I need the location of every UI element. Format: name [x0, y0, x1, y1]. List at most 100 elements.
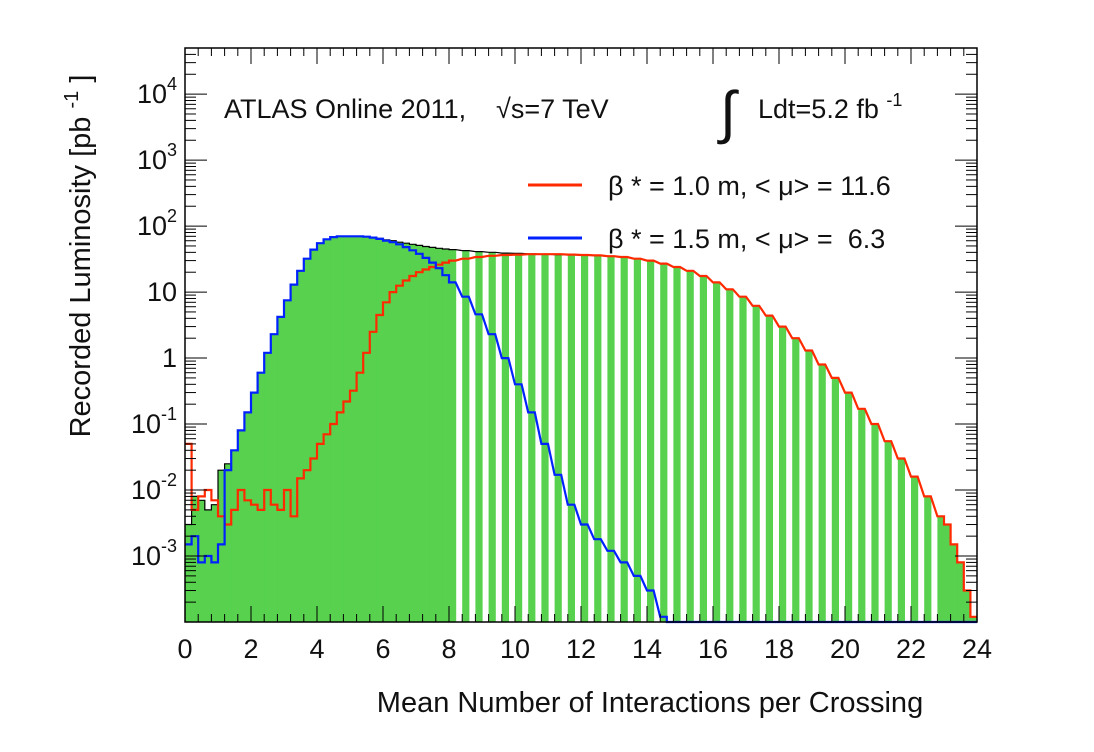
total-bin	[924, 496, 932, 622]
total-bin	[343, 236, 351, 623]
total-bin	[660, 263, 668, 622]
total-bin	[488, 252, 496, 623]
plot-frame	[184, 47, 978, 623]
legend-red-label: β * = 1.0 m, < μ> = 11.6	[608, 171, 891, 201]
total-bin	[237, 430, 245, 622]
total-bin	[270, 334, 278, 622]
x-tick-label: 16	[698, 634, 728, 664]
x-tick-labels: 0 2 4 6 8 10 12 14 16 18 20 22 24	[177, 634, 992, 664]
y-tick-label: 10-1	[131, 404, 177, 439]
total-bin	[224, 463, 232, 622]
y-axis-label-sup: -1	[61, 91, 83, 109]
annotation-sqrt: √s=7 TeV	[496, 94, 609, 124]
x-tick-label: 8	[441, 634, 456, 664]
total-bin	[805, 350, 813, 622]
x-tick-label: 22	[896, 634, 926, 664]
total-bin	[581, 255, 589, 622]
total-bin	[264, 352, 272, 622]
total-bin	[501, 253, 509, 622]
plot-area	[185, 235, 978, 624]
x-tick-label: 10	[500, 634, 530, 664]
total-bin	[858, 408, 866, 622]
total-bin	[884, 441, 892, 622]
total-bin	[752, 305, 760, 622]
total-bin	[515, 253, 523, 622]
total-bin	[218, 470, 226, 622]
total-bin	[198, 500, 206, 622]
total-bin	[607, 256, 615, 622]
annotation-lumi: Ldt=5.2 fb -1	[758, 90, 902, 124]
total-bin	[963, 590, 971, 622]
series-red-line	[185, 253, 977, 618]
total-bin	[475, 251, 483, 622]
svg-text:Recorded Luminosity [pb: Recorded Luminosity [pb -1 ]	[53, 75, 97, 438]
y-axis-label: Recorded Luminosity [pb -1 ]	[53, 75, 97, 438]
total-bin	[449, 249, 457, 622]
axis-ticks	[184, 47, 978, 623]
total-bin	[871, 424, 879, 622]
legend: β * = 1.0 m, < μ> = 11.6 β * = 1.5 m, < …	[528, 171, 891, 254]
x-tick-label: 4	[309, 634, 324, 664]
total-bin	[396, 242, 404, 622]
total-bin	[330, 237, 338, 622]
total-bin	[336, 236, 344, 623]
total-bin	[647, 260, 655, 622]
total-bin	[422, 246, 430, 622]
total-bin	[957, 562, 965, 622]
total-bin	[713, 282, 721, 622]
y-tick-label: 10-2	[131, 470, 177, 505]
total-bin	[416, 245, 424, 622]
annotation-lumi-sup: -1	[886, 90, 902, 110]
y-axis-label-close: ]	[65, 75, 97, 83]
total-bin	[369, 237, 377, 622]
x-tick-label: 6	[375, 634, 390, 664]
x-tick-label: 20	[830, 634, 860, 664]
y-tick-label: 10	[147, 277, 177, 307]
annotation-integral: ∫	[717, 80, 739, 145]
total-bin	[244, 412, 252, 622]
total-bin	[251, 392, 259, 622]
total-bin	[897, 458, 905, 622]
x-tick-label: 0	[177, 634, 192, 664]
total-bin	[290, 284, 298, 622]
total-bin	[356, 236, 364, 623]
total-bin	[402, 243, 410, 622]
total-bin	[818, 364, 826, 622]
series-blue-line	[185, 235, 977, 624]
y-tick-label: 1	[162, 343, 177, 373]
total-bin	[435, 248, 443, 623]
annotation-experiment: ATLAS Online 2011,	[224, 94, 466, 124]
total-bin	[633, 258, 641, 622]
total-bin	[363, 236, 371, 622]
total-bin	[765, 315, 773, 622]
total-bin	[937, 516, 945, 622]
total-bin	[567, 254, 575, 622]
total-bin	[297, 270, 305, 622]
total-bin	[257, 372, 265, 622]
total-bin	[350, 236, 358, 623]
total-bin	[277, 316, 285, 622]
total-bin	[726, 289, 734, 622]
total-bin	[323, 239, 331, 623]
total-bin	[389, 240, 397, 622]
y-tick-label: 102	[137, 206, 177, 241]
total-bin	[554, 254, 562, 622]
total-bin	[528, 253, 536, 623]
legend-blue-label: β * = 1.5 m, < μ> = 6.3	[608, 224, 885, 254]
total-bin	[317, 243, 325, 622]
total-bin	[950, 544, 958, 622]
x-tick-label: 12	[566, 634, 596, 664]
total-bin	[383, 239, 391, 623]
total-bin	[673, 267, 681, 622]
total-bin	[686, 270, 694, 622]
total-bin	[739, 296, 747, 622]
total-bin	[944, 524, 952, 622]
total-bin	[911, 476, 919, 622]
y-tick-labels: 10-3 10-2 10-1 1 10 102 103 104	[131, 74, 177, 571]
y-axis-label-text: Recorded Luminosity [pb	[65, 117, 97, 438]
x-tick-label: 14	[632, 634, 662, 664]
x-tick-label: 24	[962, 634, 992, 664]
y-tick-label: 10-3	[131, 536, 177, 571]
total-bin	[303, 258, 311, 622]
total-bin	[429, 247, 437, 622]
